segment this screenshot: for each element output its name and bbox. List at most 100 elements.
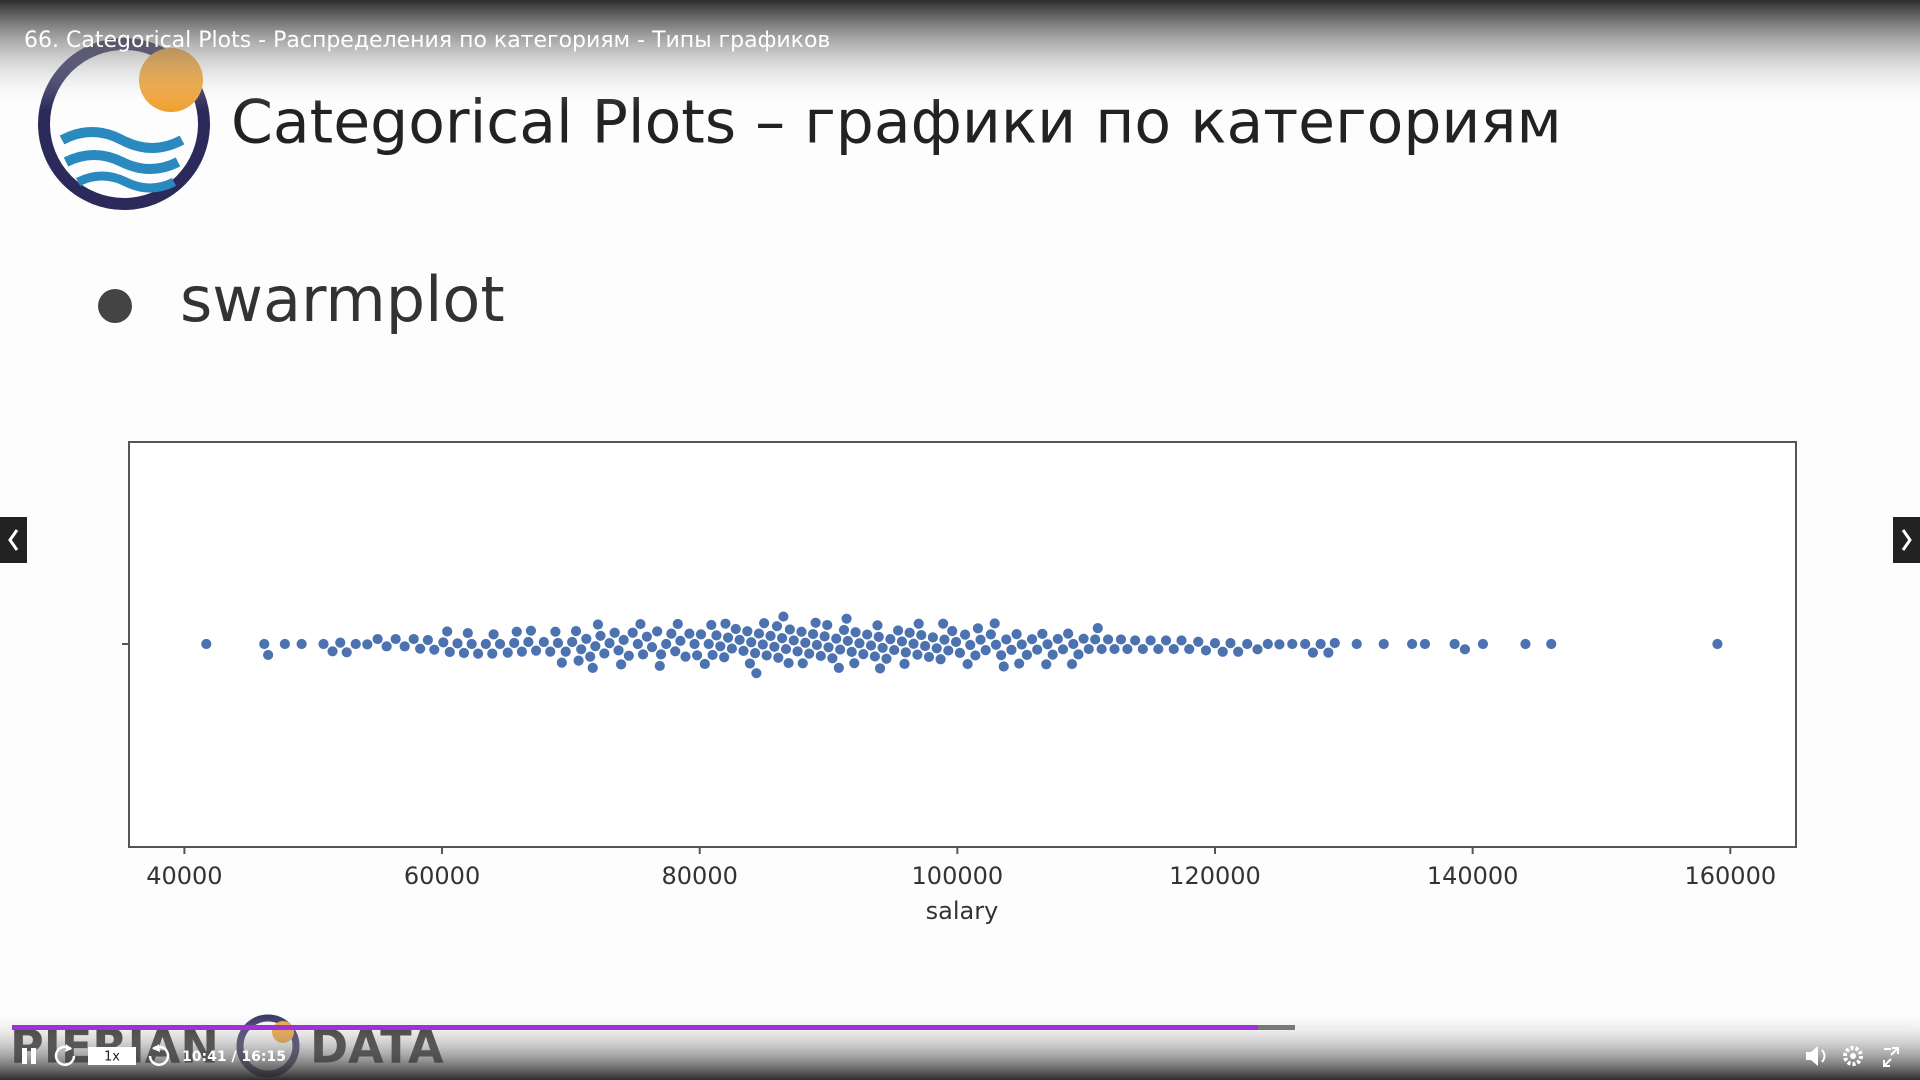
swarm-point xyxy=(926,631,939,644)
swarm-point xyxy=(782,657,795,669)
swarm-point xyxy=(1013,657,1026,670)
swarm-point xyxy=(552,637,564,649)
swarm-point xyxy=(340,646,353,659)
swarm-point xyxy=(592,618,604,631)
swarm-point xyxy=(756,638,769,651)
next-button[interactable] xyxy=(1893,517,1920,563)
swarm-point xyxy=(398,640,411,653)
swarm-point xyxy=(1519,638,1532,650)
swarm-point xyxy=(640,630,653,643)
swarm-point xyxy=(997,660,1010,673)
swarm-point xyxy=(896,635,908,648)
swarm-point xyxy=(888,644,901,656)
swarm-point xyxy=(814,650,827,662)
swarm-point xyxy=(898,657,911,670)
swarm-point xyxy=(1040,658,1053,671)
swarm-point xyxy=(443,646,456,658)
swarm-point xyxy=(572,654,585,667)
swarm-point xyxy=(586,662,599,674)
swarm-point xyxy=(1026,633,1038,646)
swarm-point xyxy=(465,638,478,650)
swarm-point xyxy=(508,637,521,649)
swarm-point xyxy=(818,630,831,643)
swarm-point xyxy=(389,633,402,645)
swarm-point xyxy=(615,658,628,671)
swarm-point xyxy=(584,650,597,663)
swarm-point xyxy=(1152,643,1165,655)
swarm-point xyxy=(479,638,492,650)
x-tick-label: 120000 xyxy=(1169,862,1261,890)
fullscreen-button[interactable] xyxy=(1883,1047,1899,1067)
swarm-point xyxy=(698,658,711,670)
swarm-point xyxy=(838,624,850,636)
progress-played xyxy=(12,1025,1258,1030)
time-label: 10:41 / 16:15 xyxy=(182,1049,286,1065)
swarm-point xyxy=(200,638,213,650)
swarm-point xyxy=(1051,633,1064,645)
settings-button[interactable] xyxy=(1843,1046,1863,1066)
swarm-point xyxy=(911,648,924,661)
swarm-point xyxy=(979,644,992,656)
speed-button[interactable] xyxy=(88,1047,136,1065)
swarm-point xyxy=(1010,628,1023,641)
swarm-point xyxy=(1224,637,1237,650)
swarm-point xyxy=(988,617,1001,630)
x-tick-label: 140000 xyxy=(1427,862,1519,890)
swarm-point xyxy=(349,638,362,650)
swarm-point xyxy=(868,650,881,663)
swarm-point xyxy=(749,647,761,660)
swarm-point xyxy=(1209,637,1221,650)
swarm-point xyxy=(771,620,783,633)
forward-button[interactable] xyxy=(148,1044,170,1066)
swarm-point xyxy=(803,647,816,660)
swarm-point xyxy=(849,626,862,639)
x-tick-label: 40000 xyxy=(146,862,222,890)
swarm-point xyxy=(669,645,682,658)
swarm-point xyxy=(1307,646,1319,659)
swarm-point xyxy=(428,643,441,656)
swarm-point xyxy=(258,638,271,650)
pause-button[interactable] xyxy=(22,1048,36,1064)
swarm-point xyxy=(671,618,684,630)
swarm-point xyxy=(674,635,687,647)
speed-label: 1x xyxy=(104,1050,120,1065)
swarm-point xyxy=(598,647,611,660)
swarm-point xyxy=(892,624,904,637)
swarm-point xyxy=(768,640,781,653)
swarm-point xyxy=(1299,638,1312,650)
swarm-point xyxy=(1286,638,1299,650)
swarm-point xyxy=(1067,638,1080,650)
rewind-button[interactable] xyxy=(54,1044,76,1066)
swarm-point xyxy=(919,640,932,652)
swarm-point xyxy=(326,645,339,658)
chart: salary 40000 60000 80000 100000 120000 140000… xyxy=(122,441,1797,925)
swarm-point xyxy=(974,633,987,646)
swarm-point xyxy=(371,633,384,645)
swarm-point xyxy=(494,638,506,650)
prev-button[interactable] xyxy=(0,517,27,563)
swarm-point xyxy=(706,649,719,661)
swarm-point xyxy=(710,629,723,642)
swarm-point xyxy=(1082,643,1095,655)
volume-button[interactable] xyxy=(1806,1046,1826,1066)
swarm-point xyxy=(1036,627,1049,640)
swarm-point xyxy=(826,652,839,665)
swarm-point xyxy=(871,619,884,632)
swarm-point xyxy=(822,641,835,654)
swarm-point xyxy=(655,648,667,661)
swarm-point xyxy=(1062,627,1075,640)
swarm-point xyxy=(537,636,550,648)
swarm-point xyxy=(510,625,523,638)
swarm-point xyxy=(1005,643,1018,656)
swarm-point xyxy=(930,642,943,655)
swarm-point xyxy=(1216,645,1229,658)
swarm-point xyxy=(1328,637,1341,649)
swarm-point xyxy=(874,662,886,675)
x-tick-label: 100000 xyxy=(912,862,1004,890)
swarm-point xyxy=(744,657,756,670)
swarm-point xyxy=(1711,638,1724,650)
swarm-point xyxy=(1160,634,1172,647)
x-tick-label: 80000 xyxy=(662,862,738,890)
swarm-point xyxy=(1175,634,1188,647)
swarm-point xyxy=(575,643,588,656)
